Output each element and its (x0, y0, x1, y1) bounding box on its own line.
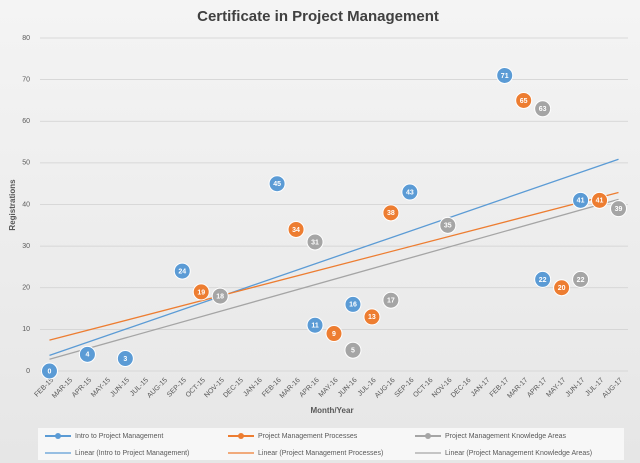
data-label: 3 (123, 356, 127, 363)
point (344, 295, 362, 313)
point (78, 345, 96, 363)
point (363, 308, 381, 326)
data-label: 45 (273, 181, 281, 188)
point (287, 220, 305, 238)
legend-label: Project Management Processes (258, 433, 358, 440)
trendline (49, 158, 619, 356)
point (439, 216, 457, 234)
data-label: 71 (501, 73, 509, 80)
y-tick-label: 0 (26, 368, 30, 375)
data-label: 38 (387, 210, 395, 217)
data-label: 41 (596, 198, 604, 205)
data-label: 35 (444, 223, 452, 230)
legend-marker (55, 433, 61, 439)
y-tick-label: 70 (22, 76, 30, 83)
point (268, 175, 286, 193)
legend-label: Linear (Project Management Processes) (258, 450, 383, 457)
chart-title: Certificate in Project Management (197, 8, 439, 25)
legend-marker (238, 433, 244, 439)
data-label: 11 (311, 323, 319, 330)
point (591, 191, 609, 209)
point (306, 233, 324, 251)
point (496, 66, 514, 84)
data-label: 4 (85, 352, 89, 359)
point (534, 270, 552, 288)
point (572, 191, 590, 209)
trendline (49, 191, 619, 341)
data-label: 19 (197, 289, 205, 296)
y-tick-label: 20 (22, 285, 30, 292)
y-tick-label: 60 (22, 118, 30, 125)
y-tick-label: 30 (22, 243, 30, 250)
data-label: 20 (558, 285, 566, 292)
data-label: 0 (48, 368, 52, 375)
point (401, 183, 419, 201)
point (572, 270, 590, 288)
x-axis-label: Month/Year (310, 406, 353, 415)
data-label: 9 (332, 331, 336, 338)
data-label: 65 (520, 98, 528, 105)
data-label: 5 (351, 348, 355, 355)
legend-label: Intro to Project Management (75, 433, 163, 440)
data-label: 13 (368, 314, 376, 321)
point (382, 204, 400, 222)
point (344, 341, 362, 359)
legend-label: Linear (Intro to Project Management) (75, 450, 189, 457)
point (173, 262, 191, 280)
data-label: 17 (387, 298, 395, 305)
point (325, 325, 343, 343)
data-label: 16 (349, 302, 357, 309)
point (382, 291, 400, 309)
legend-marker (425, 433, 431, 439)
data-label: 43 (406, 189, 414, 196)
point (553, 279, 571, 297)
data-label: 22 (539, 277, 547, 284)
data-label: 63 (539, 106, 547, 113)
point (610, 200, 628, 218)
point (306, 316, 324, 334)
legend-box (38, 428, 624, 460)
data-label: 39 (615, 206, 623, 213)
data-label: 24 (178, 268, 186, 275)
point (192, 283, 210, 301)
data-label: 41 (577, 198, 585, 205)
y-tick-label: 10 (22, 326, 30, 333)
y-tick-label: 80 (22, 35, 30, 42)
point (116, 350, 134, 368)
data-label: 22 (577, 277, 585, 284)
point (40, 362, 58, 380)
trendline (49, 198, 619, 360)
data-label: 34 (292, 227, 300, 234)
point (534, 100, 552, 118)
y-axis-label: Registrations (8, 179, 17, 231)
legend-label: Project Management Knowledge Areas (445, 433, 567, 440)
data-label: 31 (311, 239, 319, 246)
point (211, 287, 229, 305)
legend-label: Linear (Project Management Knowledge Are… (445, 450, 592, 457)
data-label: 18 (216, 293, 224, 300)
y-tick-label: 40 (22, 201, 30, 208)
point (515, 91, 533, 109)
y-tick-label: 50 (22, 160, 30, 167)
